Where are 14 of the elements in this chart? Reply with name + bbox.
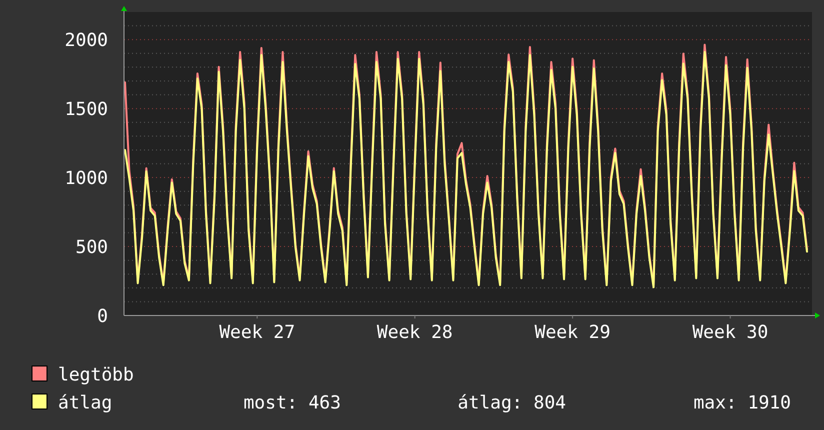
text: max: 1910 [693, 392, 791, 414]
y-tick-label: 1000 [64, 168, 108, 189]
y-tick-label: 1500 [64, 98, 108, 120]
x-tick-label: Week 27 [219, 322, 296, 343]
legend-label: átlag [58, 392, 112, 414]
text: most: 463 [243, 392, 341, 414]
y-tick-label: 0 [97, 306, 108, 327]
x-tick-label: Week 29 [534, 322, 610, 343]
legend-label: legtöbb [58, 364, 134, 386]
x-tick-label: Week 30 [692, 322, 768, 343]
x-tick-label: Week 28 [376, 322, 453, 343]
text: átlag: 804 [458, 392, 566, 414]
y-tick-label: 500 [75, 236, 108, 258]
y-tick-label: 2000 [64, 30, 108, 51]
